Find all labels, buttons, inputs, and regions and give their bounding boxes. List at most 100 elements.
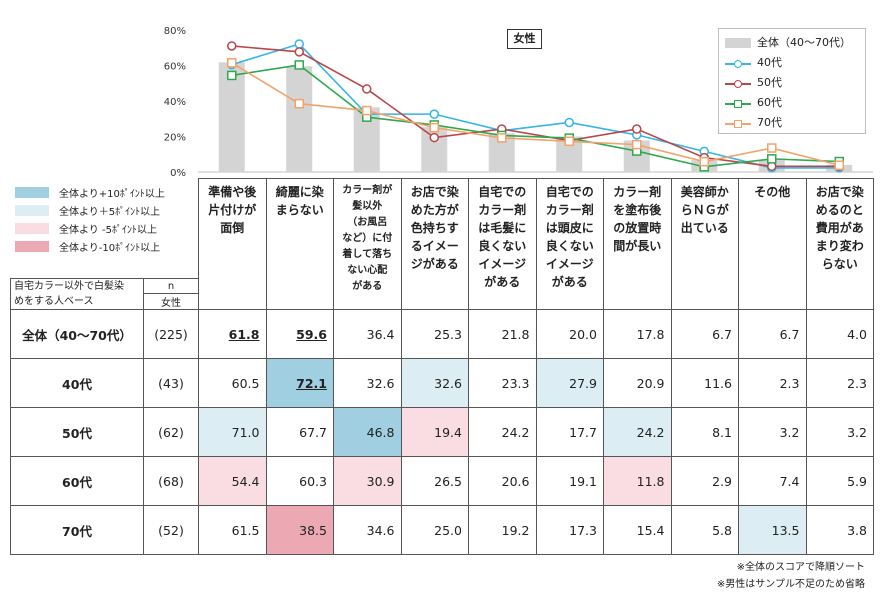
table-cell: 60.3 bbox=[265, 456, 334, 506]
marker-50代 bbox=[294, 47, 304, 57]
marker-70代 bbox=[227, 58, 237, 68]
row-label: 40代 bbox=[10, 358, 144, 408]
table-cell: 17.8 bbox=[603, 309, 672, 359]
base-label: 自宅カラー以外で白髪染 めをする人ベース bbox=[10, 278, 144, 310]
marker-70代 bbox=[362, 105, 372, 116]
table-cell: 32.6 bbox=[400, 358, 469, 408]
table-cell: 60.5 bbox=[198, 358, 267, 408]
column-header-line: まり変わ bbox=[815, 239, 864, 253]
marker-50代 bbox=[227, 41, 237, 51]
sample-note: ※男性はサンプル不足のため省略 bbox=[716, 579, 865, 590]
column-header-line: 出ている bbox=[680, 221, 729, 235]
marker-70代 bbox=[294, 98, 304, 109]
table-cell: 34.6 bbox=[333, 505, 402, 555]
table-cell: 61.5 bbox=[198, 505, 267, 555]
legend-swatch bbox=[725, 100, 751, 108]
column-header: 準備や後 片付けが 面倒 bbox=[198, 178, 267, 310]
column-header: 自宅での カラー剤 は頭皮に 良くない イメージ がある bbox=[535, 178, 604, 310]
key-swatch bbox=[15, 223, 49, 234]
row-n: (43) bbox=[143, 358, 199, 408]
n-header: n bbox=[143, 278, 199, 294]
table-cell: 32.6 bbox=[333, 358, 402, 408]
marker-70代 bbox=[564, 136, 574, 147]
marker-40代 bbox=[564, 117, 574, 128]
column-header-line: るイメー bbox=[410, 239, 459, 253]
table-row: 60代 (68) 54.4 60.3 30.9 26.5 20.6 19.1 11.8 2.9 7.… bbox=[10, 456, 874, 506]
key-swatch bbox=[15, 187, 49, 198]
column-header-line: は頭皮に bbox=[545, 221, 594, 235]
row-label: 60代 bbox=[10, 456, 144, 506]
table-cell: 67.7 bbox=[265, 407, 334, 457]
table-cell: 15.4 bbox=[603, 505, 672, 555]
table-cell: 5.9 bbox=[805, 456, 874, 506]
table-cell: 6.7 bbox=[670, 309, 739, 359]
column-header-line: 面倒 bbox=[220, 221, 245, 235]
key-label: 全体より+10ﾎﾟｲﾝﾄ以上 bbox=[59, 189, 165, 200]
column-header-line: 良くない bbox=[545, 239, 594, 253]
column-header-line: など）に付 bbox=[342, 233, 393, 244]
marker-50代 bbox=[362, 84, 372, 94]
table-cell: 17.3 bbox=[535, 505, 604, 555]
y-tick-label: 80% bbox=[164, 26, 186, 37]
table-cell: 8.1 bbox=[670, 407, 739, 457]
column-header-line: 自宅での bbox=[545, 185, 594, 199]
row-label: 70代 bbox=[10, 505, 144, 555]
column-header-line: らＮＧが bbox=[680, 203, 729, 217]
column-header-line: お店で染 bbox=[815, 185, 864, 199]
key-legend-item: 全体より+10ﾎﾟｲﾝﾄ以上 bbox=[12, 184, 188, 202]
column-header: 美容師か らＮＧが 出ている bbox=[670, 178, 739, 310]
marker-50代 bbox=[429, 132, 439, 143]
column-header-line: 間が長い bbox=[613, 239, 662, 253]
table-row: 50代 (62) 71.0 67.7 46.8 19.4 24.2 17.7 24.2 8.1 3.… bbox=[10, 407, 874, 457]
column-header-line: 自宅での bbox=[478, 185, 527, 199]
table-cell: 25.0 bbox=[400, 505, 469, 555]
column-header-line: の放置時 bbox=[613, 221, 662, 235]
column-header-line: カラー剤 bbox=[613, 185, 662, 199]
column-header-line: がある bbox=[352, 281, 383, 292]
column-header-line: 綺麗に染 bbox=[275, 185, 324, 199]
column-header-line: 髪以外 bbox=[352, 201, 383, 212]
key-label: 全体より-10ﾎﾟｲﾝﾄ以上 bbox=[59, 243, 161, 254]
legend-swatch bbox=[725, 80, 751, 88]
table-cell: 20.9 bbox=[603, 358, 672, 408]
marker-60代 bbox=[227, 70, 237, 81]
column-header-line: ない心配 bbox=[347, 265, 388, 276]
table-cell: 59.6 bbox=[265, 309, 334, 359]
table-row: 全体（40～70代） (225) 61.8 59.6 36.4 25.3 21.8 20.0 1… bbox=[10, 309, 874, 359]
marker-70代 bbox=[699, 156, 709, 167]
marker-60代 bbox=[294, 60, 304, 70]
table-cell: 26.5 bbox=[400, 456, 469, 506]
column-header-line: 良くない bbox=[478, 239, 527, 253]
marker-70代 bbox=[632, 139, 642, 150]
table-cell: 27.9 bbox=[535, 358, 604, 408]
column-header-line: 準備や後 bbox=[208, 185, 257, 199]
legend-swatch bbox=[725, 38, 751, 48]
row-label: 全体（40～70代） bbox=[10, 309, 144, 359]
table-cell: 11.8 bbox=[603, 456, 672, 506]
table-cell: 3.8 bbox=[805, 505, 874, 555]
marker-70代 bbox=[767, 143, 777, 153]
table-cell: 20.6 bbox=[468, 456, 537, 506]
column-header-line: カラー剤が bbox=[342, 185, 393, 196]
row-n: (62) bbox=[143, 407, 199, 457]
column-header-line: イメージ bbox=[478, 257, 527, 271]
key-legend-item: 全体より -5ﾎﾟｲﾝﾄ以上 bbox=[12, 220, 188, 238]
column-header-line: 色持ちす bbox=[410, 221, 459, 235]
table-cell: 13.5 bbox=[738, 505, 807, 555]
table-cell: 19.4 bbox=[400, 407, 469, 457]
table-cell: 3.2 bbox=[805, 407, 874, 457]
legend-swatch bbox=[725, 60, 751, 68]
key-label: 全体より＋5ﾎﾟｲﾝﾄ以上 bbox=[59, 207, 161, 218]
table-cell: 17.7 bbox=[535, 407, 604, 457]
n-sub-header: 女性 bbox=[143, 293, 199, 310]
legend-label: 40代 bbox=[757, 56, 782, 69]
table-cell: 30.9 bbox=[333, 456, 402, 506]
column-header: お店で染 めるのと 費用があ まり変わ らない bbox=[805, 178, 874, 310]
table-cell: 3.2 bbox=[738, 407, 807, 457]
marker-70代 bbox=[429, 122, 439, 133]
column-header-line: その他 bbox=[754, 185, 791, 199]
base-label-line: めをする人ベース bbox=[14, 296, 94, 307]
column-header-line: カラー剤 bbox=[545, 203, 594, 217]
table-cell: 2.3 bbox=[805, 358, 874, 408]
column-header-line: がある bbox=[484, 275, 521, 289]
